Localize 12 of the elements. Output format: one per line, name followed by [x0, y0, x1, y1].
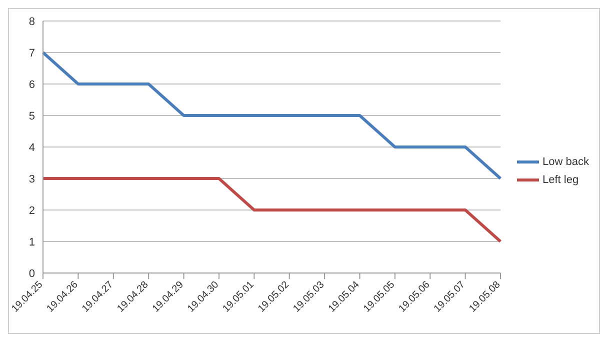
y-tick-label: 0 — [28, 268, 35, 280]
y-tick-label: 1 — [28, 236, 35, 248]
legend-label: Low back — [542, 156, 589, 168]
y-tick-label: 4 — [28, 142, 35, 154]
y-tick-label: 7 — [28, 47, 35, 60]
line-series — [42, 51, 502, 180]
y-tick-label: 8 — [28, 16, 35, 28]
y-tick-label: 6 — [28, 78, 35, 91]
legend-label: Left leg — [542, 174, 579, 186]
y-tick-label: 5 — [28, 110, 35, 122]
y-tick-label: 3 — [28, 173, 35, 186]
y-tick-label: 2 — [28, 204, 35, 217]
